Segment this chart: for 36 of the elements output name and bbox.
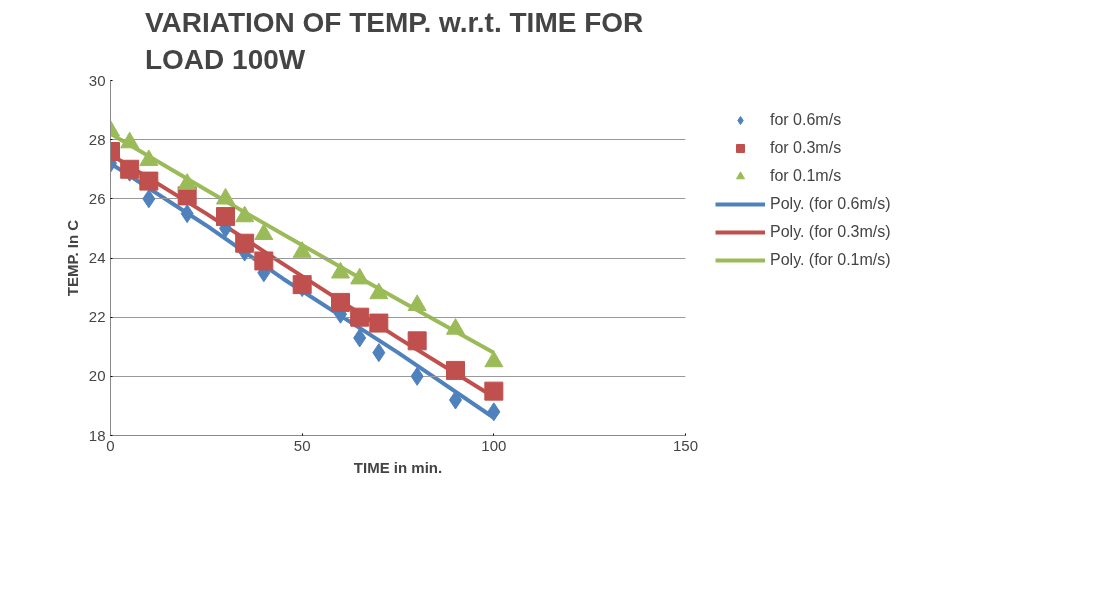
legend-label: for 0.3m/s bbox=[770, 139, 842, 157]
legend-label: Poly. (for 0.3m/s) bbox=[770, 223, 891, 241]
point bbox=[353, 328, 367, 348]
point bbox=[487, 402, 501, 422]
y-tick-label: 28 bbox=[88, 130, 106, 148]
point bbox=[331, 292, 350, 312]
point bbox=[350, 307, 370, 327]
legend-label: Poly. (for 0.6m/s) bbox=[770, 195, 891, 213]
y-tick-label: 26 bbox=[88, 189, 106, 207]
y-tick-label: 20 bbox=[88, 367, 106, 385]
point bbox=[254, 251, 274, 271]
point bbox=[484, 381, 504, 401]
point bbox=[139, 171, 159, 191]
y-axis-title: TEMP. In C bbox=[63, 219, 81, 297]
point bbox=[235, 233, 255, 253]
x-axis-title: TIME in min. bbox=[353, 458, 443, 476]
x-tick-label: 0 bbox=[106, 436, 115, 454]
x-tick-label: 150 bbox=[672, 436, 699, 454]
legend-label: for 0.1m/s bbox=[770, 167, 842, 185]
legend-label: Poly. (for 0.1m/s) bbox=[770, 251, 891, 269]
point bbox=[142, 189, 156, 209]
y-tick-label: 22 bbox=[88, 308, 106, 326]
point bbox=[446, 360, 465, 380]
y-tick-label: 24 bbox=[88, 249, 106, 266]
point bbox=[372, 343, 386, 363]
point bbox=[407, 331, 427, 351]
x-tick-label: 50 bbox=[293, 436, 311, 454]
point bbox=[216, 207, 235, 227]
point bbox=[410, 366, 424, 386]
point bbox=[180, 204, 194, 224]
point bbox=[369, 313, 389, 333]
chart-title: VARIATION OF TEMP. w.r.t. TIME FOR LOAD 100W bbox=[144, 7, 644, 76]
legend-label: for 0.6m/s bbox=[770, 111, 842, 129]
x-tick-label: 100 bbox=[481, 436, 507, 454]
y-tick-label: 18 bbox=[88, 426, 106, 444]
y-tick-label: 30 bbox=[88, 71, 106, 89]
